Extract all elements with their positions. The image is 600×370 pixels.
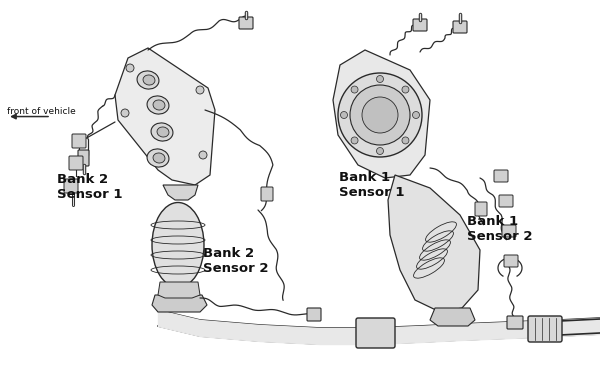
Polygon shape (152, 295, 207, 312)
FancyBboxPatch shape (72, 134, 86, 148)
Polygon shape (115, 48, 215, 185)
Text: Bank 1
Sensor 1: Bank 1 Sensor 1 (339, 171, 404, 199)
Ellipse shape (147, 96, 169, 114)
Text: front of vehicle: front of vehicle (7, 107, 76, 115)
FancyBboxPatch shape (499, 195, 513, 207)
Text: Bank 2
Sensor 2: Bank 2 Sensor 2 (203, 247, 268, 275)
FancyBboxPatch shape (413, 19, 427, 31)
Polygon shape (163, 185, 198, 200)
Circle shape (196, 86, 204, 94)
Polygon shape (430, 308, 475, 326)
FancyBboxPatch shape (64, 179, 78, 193)
Circle shape (126, 64, 134, 72)
FancyBboxPatch shape (507, 316, 523, 329)
FancyBboxPatch shape (261, 187, 273, 201)
Circle shape (377, 75, 383, 83)
FancyBboxPatch shape (307, 308, 321, 321)
Text: Bank 1
Sensor 2: Bank 1 Sensor 2 (467, 215, 532, 243)
Ellipse shape (151, 123, 173, 141)
Circle shape (377, 148, 383, 155)
Circle shape (402, 137, 409, 144)
Ellipse shape (153, 153, 165, 163)
Ellipse shape (153, 100, 165, 110)
FancyBboxPatch shape (78, 150, 89, 166)
Circle shape (362, 97, 398, 133)
FancyBboxPatch shape (356, 318, 395, 348)
FancyBboxPatch shape (494, 170, 508, 182)
Polygon shape (333, 50, 430, 178)
FancyBboxPatch shape (504, 255, 518, 267)
Ellipse shape (143, 75, 155, 85)
Circle shape (402, 86, 409, 93)
FancyBboxPatch shape (475, 202, 487, 216)
Circle shape (350, 85, 410, 145)
FancyBboxPatch shape (528, 316, 562, 342)
FancyBboxPatch shape (69, 156, 83, 170)
Ellipse shape (157, 127, 169, 137)
Circle shape (199, 151, 207, 159)
Circle shape (351, 86, 358, 93)
FancyBboxPatch shape (239, 17, 253, 29)
Circle shape (351, 137, 358, 144)
FancyBboxPatch shape (453, 21, 467, 33)
Polygon shape (388, 175, 480, 312)
Polygon shape (158, 282, 200, 298)
Ellipse shape (152, 202, 204, 287)
FancyBboxPatch shape (502, 225, 516, 237)
Ellipse shape (137, 71, 159, 89)
Circle shape (338, 73, 422, 157)
Circle shape (413, 111, 419, 118)
Text: Bank 2
Sensor 1: Bank 2 Sensor 1 (57, 173, 122, 201)
Ellipse shape (147, 149, 169, 167)
Circle shape (121, 109, 129, 117)
Circle shape (341, 111, 347, 118)
